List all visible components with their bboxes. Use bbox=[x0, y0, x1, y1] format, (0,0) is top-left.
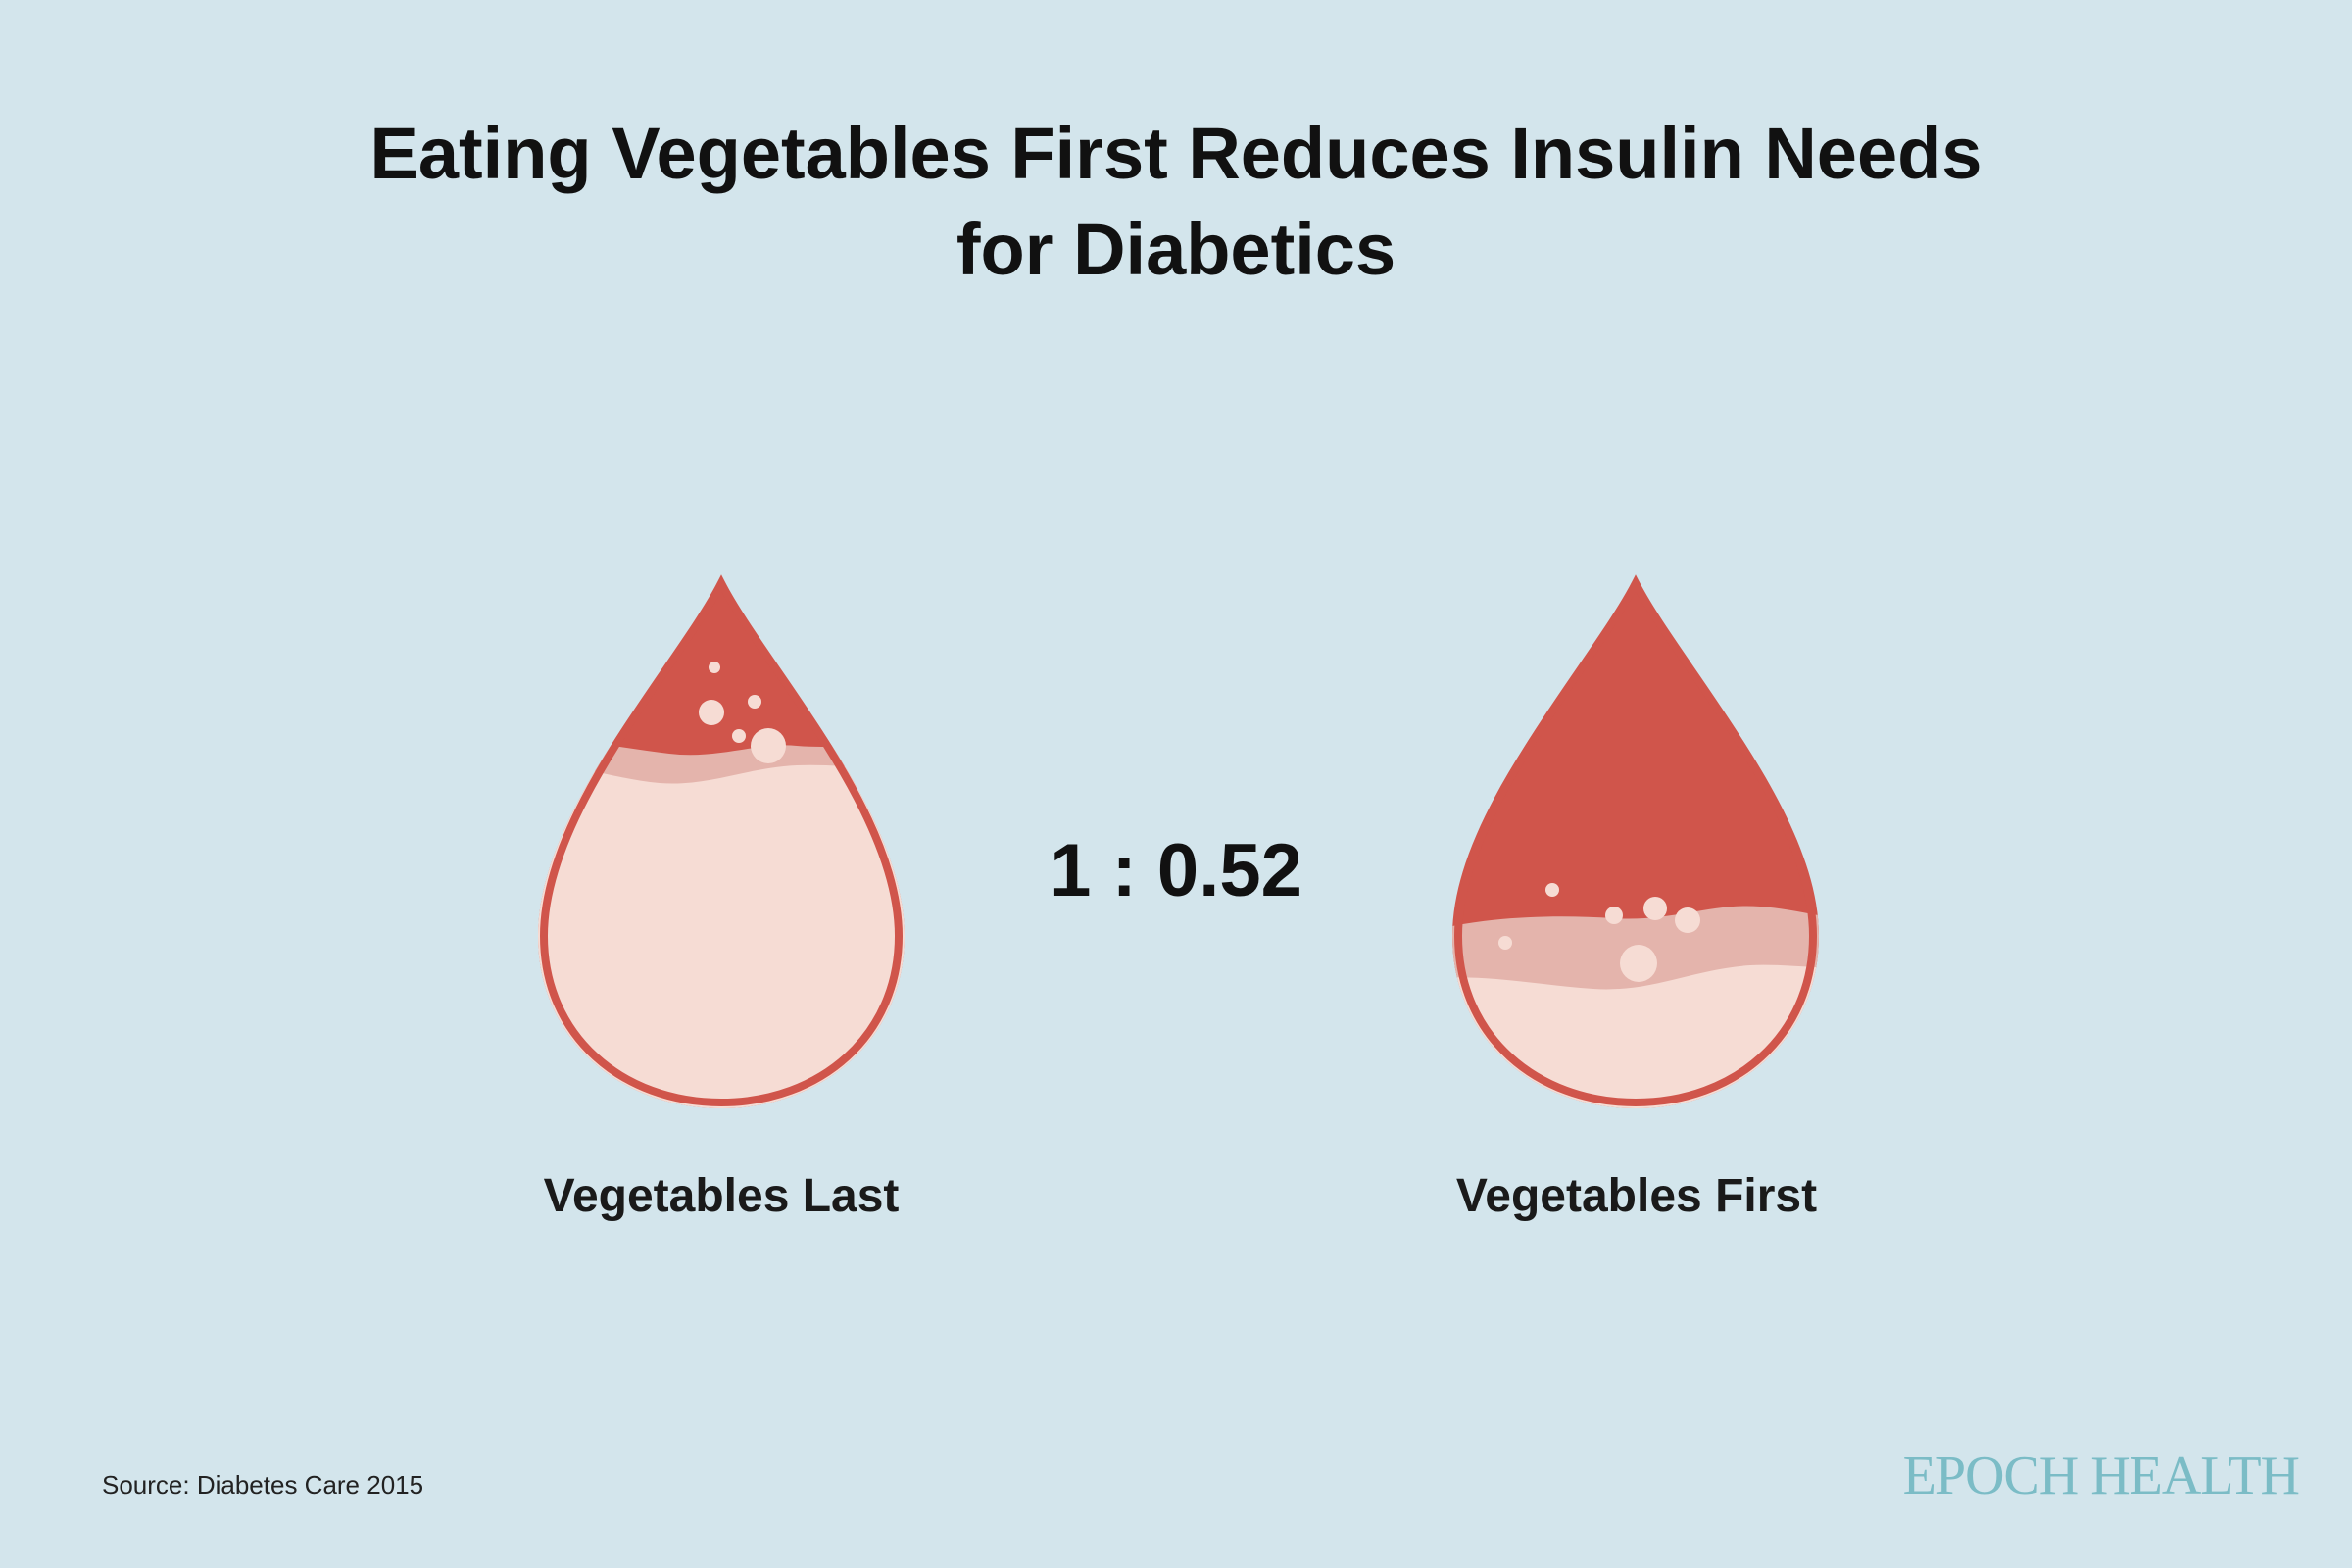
title-line-1: Eating Vegetables First Reduces Insulin … bbox=[369, 113, 1983, 194]
brand-logo: EPOCH HEALTH bbox=[1902, 1446, 2300, 1506]
source-note: Source: Diabetes Care 2015 bbox=[102, 1470, 424, 1499]
blood-drop-vegetables-last-icon bbox=[532, 573, 910, 1114]
label-vegetables-last: Vegetables Last bbox=[543, 1170, 900, 1222]
label-vegetables-first: Vegetables First bbox=[1455, 1170, 1818, 1222]
title-line-2: for Diabetics bbox=[956, 209, 1396, 290]
page-title: Eating Vegetables First Reduces Insulin … bbox=[0, 106, 2352, 298]
insulin-ratio: 1 : 0.52 bbox=[1050, 829, 1302, 912]
blood-drop-vegetables-first-icon bbox=[1446, 573, 1825, 1114]
